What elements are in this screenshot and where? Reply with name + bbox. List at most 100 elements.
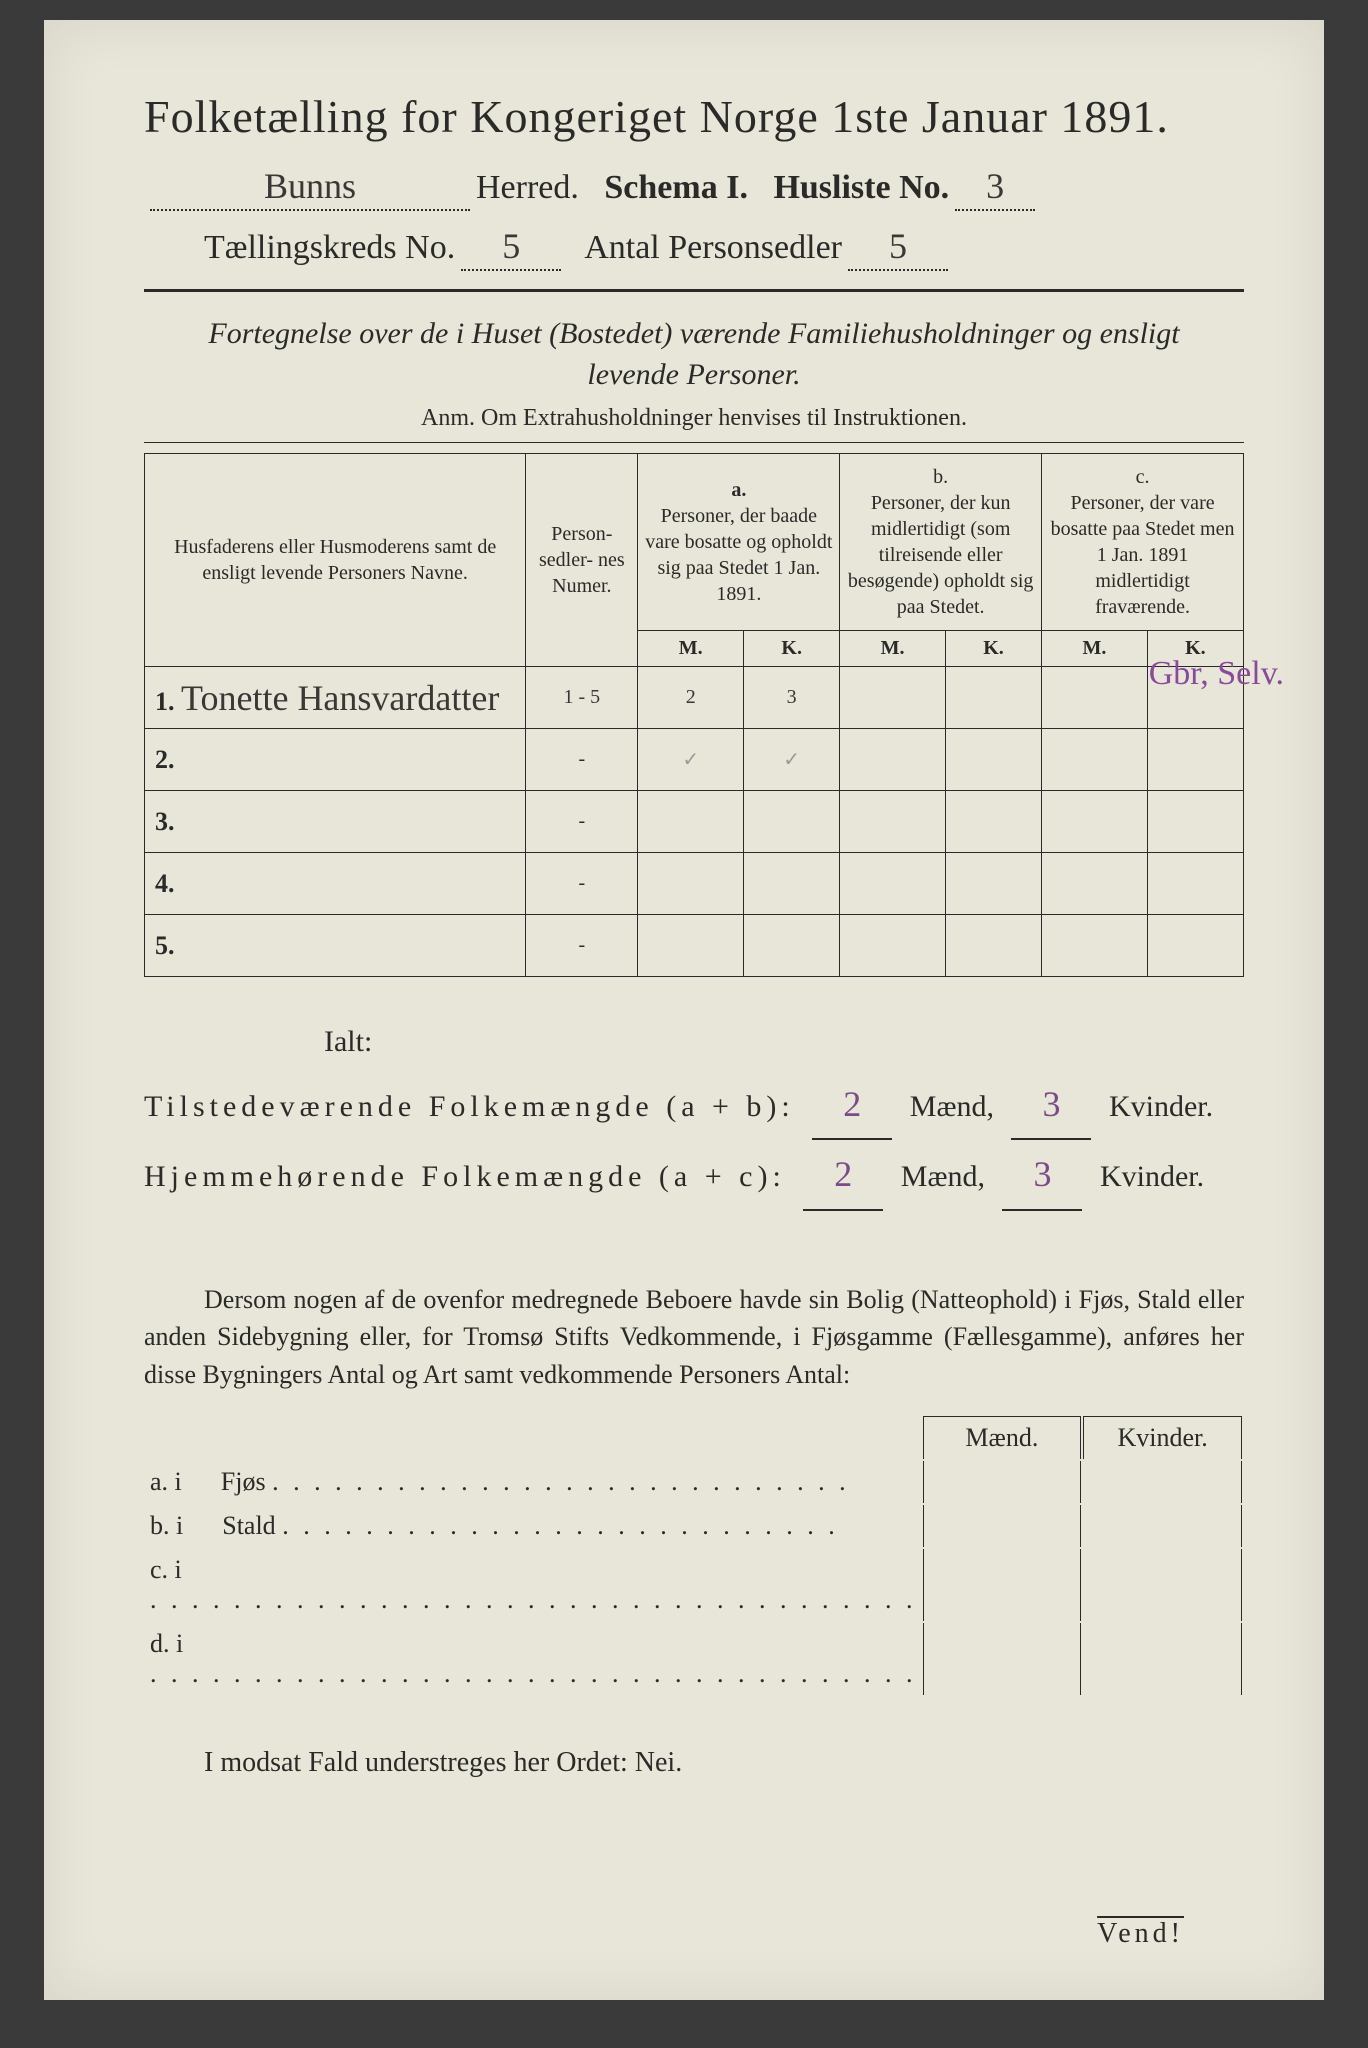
hjemme-k: 3 — [1002, 1140, 1082, 1210]
row-b-k — [945, 667, 1041, 729]
tilstede-line: Tilstedeværende Folkemængde (a + b): 2 M… — [144, 1070, 1244, 1140]
row-a-m — [638, 915, 744, 977]
building-table: Mænd. Kvinder. a. i Fjøs . . . . . . . .… — [144, 1414, 1244, 1697]
herred-value: Bunns — [150, 165, 470, 211]
dots: . . . . . . . . . . . . . . . . . . . . … — [150, 1659, 917, 1688]
col-c-m: M. — [1042, 631, 1148, 667]
col-a: a. Personer, der baade vare bosatte og o… — [638, 454, 840, 631]
row-num: 2. — [155, 745, 175, 774]
personsedler-value: 5 — [848, 225, 948, 271]
census-form-page: Folketælling for Kongeriget Norge 1ste J… — [44, 20, 1324, 2000]
row-b-k — [945, 853, 1041, 915]
table-row: 1. Tonette Hansvardatter 1 - 5 2 3 — [145, 667, 1244, 729]
page-title: Folketælling for Kongeriget Norge 1ste J… — [144, 90, 1244, 143]
building-row: a. i Fjøs . . . . . . . . . . . . . . . … — [146, 1461, 1242, 1503]
maend-label: Mænd, — [901, 1160, 985, 1193]
divider-thin — [144, 442, 1244, 443]
col-sedler: Person- sedler- nes Numer. — [526, 454, 638, 667]
col-b-text: Personer, der kun midlertidigt (som tilr… — [848, 492, 1034, 618]
col-a-m: M. — [638, 631, 744, 667]
kvinder-label: Kvinder. — [1100, 1160, 1204, 1193]
building-row: d. i . . . . . . . . . . . . . . . . . .… — [146, 1623, 1242, 1695]
dots: . . . . . . . . . . . . . . . . . . . . … — [150, 1585, 917, 1614]
table-row: 4. - — [145, 853, 1244, 915]
maend-header: Mænd. — [923, 1416, 1082, 1459]
kvinder-header: Kvinder. — [1083, 1416, 1242, 1459]
row-sedler: - — [526, 729, 638, 791]
row-a-k: 3 — [744, 667, 840, 729]
row-num: 3. — [155, 807, 175, 836]
dots: . . . . . . . . . . . . . . . . . . . . … — [282, 1511, 839, 1540]
hjemme-label: Hjemmehørende Folkemængde (a + c): — [144, 1160, 786, 1193]
tilstede-m: 2 — [812, 1070, 892, 1140]
row-letter: a. i — [150, 1467, 182, 1496]
census-table-body: 1. Tonette Hansvardatter 1 - 5 2 3 2. - … — [145, 667, 1244, 977]
row-name: Tonette Hansvardatter — [181, 678, 499, 718]
husliste-value: 3 — [955, 165, 1035, 211]
row-b-m — [840, 915, 946, 977]
row-c-k — [1147, 791, 1243, 853]
schema-label: Schema I. — [604, 169, 748, 207]
row-c-k — [1147, 729, 1243, 791]
col-a-k: K. — [744, 631, 840, 667]
row-letter: b. i — [150, 1511, 183, 1540]
row-c-m — [1042, 853, 1148, 915]
herred-label: Herred. — [476, 169, 579, 207]
dots: . . . . . . . . . . . . . . . . . . . . … — [272, 1467, 850, 1496]
row-b-m — [840, 791, 946, 853]
row-b-m — [840, 729, 946, 791]
row-a-k — [744, 791, 840, 853]
row-a-m: ✓ — [638, 729, 744, 791]
col-b: b. Personer, der kun midlertidigt (som t… — [840, 454, 1042, 631]
row-num: 4. — [155, 869, 175, 898]
building-row: c. i . . . . . . . . . . . . . . . . . .… — [146, 1549, 1242, 1621]
row-b-k — [945, 729, 1041, 791]
table-row: 3. - — [145, 791, 1244, 853]
row-type: Stald — [222, 1511, 275, 1540]
margin-note: Gbr, Selv. — [1149, 655, 1284, 693]
herred-line: Bunns Herred. Schema I. Husliste No. 3 — [144, 165, 1244, 211]
col-c-text: Personer, der vare bosatte paa Stedet me… — [1051, 492, 1235, 618]
row-a-m — [638, 791, 744, 853]
row-a-m — [638, 853, 744, 915]
row-c-k — [1147, 915, 1243, 977]
row-b-m — [840, 853, 946, 915]
bottom-paragraph: Dersom nogen af de ovenfor medregnede Be… — [144, 1281, 1244, 1394]
row-sedler: 1 - 5 — [526, 667, 638, 729]
row-sedler: - — [526, 791, 638, 853]
col-b-label: b. — [933, 466, 948, 488]
row-a-k — [744, 853, 840, 915]
col-c: c. Personer, der vare bosatte paa Stedet… — [1042, 454, 1244, 631]
row-type: Fjøs — [221, 1467, 266, 1496]
row-sedler: - — [526, 915, 638, 977]
col-c-label: c. — [1136, 466, 1150, 488]
col-b-m: M. — [840, 631, 946, 667]
col-names: Husfaderens eller Husmoderens samt de en… — [145, 454, 526, 667]
nei-line: I modsat Fald understreges her Ordet: Ne… — [144, 1747, 1244, 1779]
hjemme-line: Hjemmehørende Folkemængde (a + c): 2 Mæn… — [144, 1140, 1244, 1210]
col-a-text: Personer, der baade vare bosatte og opho… — [645, 505, 832, 605]
col-b-k: K. — [945, 631, 1041, 667]
fortegnelse-heading: Fortegnelse over de i Huset (Bostedet) v… — [144, 314, 1244, 395]
row-b-k — [945, 915, 1041, 977]
row-b-m — [840, 667, 946, 729]
vend-label: Vend! — [1097, 1918, 1184, 1950]
table-row: 2. - ✓ ✓ — [145, 729, 1244, 791]
divider — [144, 289, 1244, 292]
row-a-k: ✓ — [744, 729, 840, 791]
bottom-para-text: Dersom nogen af de ovenfor medregnede Be… — [144, 1285, 1244, 1389]
row-num: 5. — [155, 931, 175, 960]
tilstede-label: Tilstedeværende Folkemængde (a + b): — [144, 1090, 795, 1123]
fortegnelse-line1: Fortegnelse over de i Huset (Bostedet) v… — [208, 317, 1179, 350]
building-row: b. i Stald . . . . . . . . . . . . . . .… — [146, 1505, 1242, 1547]
row-sedler: - — [526, 853, 638, 915]
tilstede-k: 3 — [1011, 1070, 1091, 1140]
col-a-label: a. — [731, 479, 746, 501]
maend-label: Mænd, — [910, 1090, 994, 1123]
kreds-line: Tællingskreds No. 5 Antal Personsedler 5 — [144, 225, 1244, 271]
totals-block: Ialt: Tilstedeværende Folkemængde (a + b… — [144, 1013, 1244, 1211]
row-letter: d. i — [150, 1629, 183, 1658]
row-c-m — [1042, 729, 1148, 791]
kreds-label: Tællingskreds No. — [204, 229, 455, 267]
row-a-m: 2 — [638, 667, 744, 729]
